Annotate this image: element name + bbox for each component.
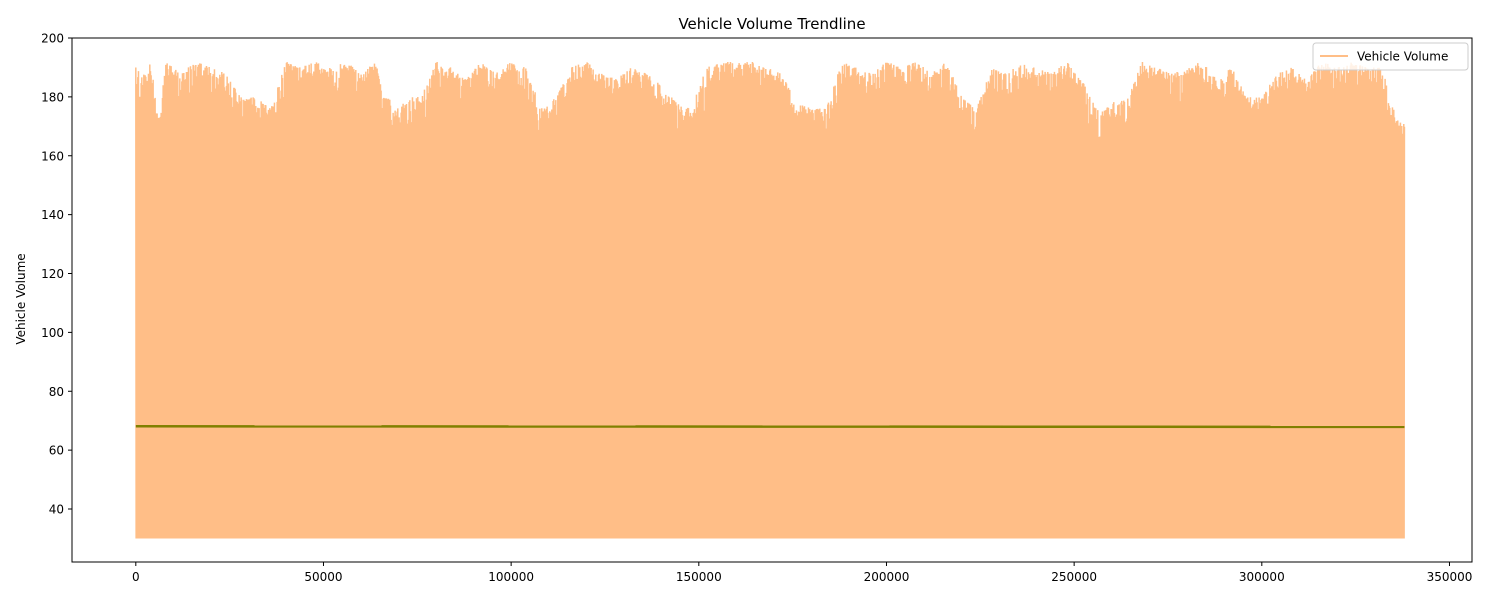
legend: Vehicle Volume [1312, 42, 1469, 71]
y-tick-label: 80 [49, 385, 64, 399]
y-tick-label: 200 [41, 32, 64, 46]
y-tick-label: 100 [41, 326, 64, 340]
x-tick-label: 250000 [1051, 570, 1097, 584]
plot-area [71, 37, 1473, 563]
x-tick-label: 300000 [1239, 570, 1285, 584]
y-axis-label: Vehicle Volume [14, 253, 28, 344]
legend-label-vehicle-volume: Vehicle Volume [1357, 50, 1448, 64]
y-tick-label: 40 [49, 503, 64, 517]
y-tick-label: 160 [41, 149, 64, 163]
chart-title: Vehicle Volume Trendline [678, 15, 865, 33]
series-line-trendline [135, 425, 1405, 429]
x-tick-label: 100000 [488, 570, 534, 584]
x-tick-label: 150000 [676, 570, 722, 584]
x-tick-label: 200000 [864, 570, 910, 584]
x-tick-label: 0 [132, 570, 140, 584]
y-axis: 40 60 80 100 120 140 160 180 200 [41, 32, 72, 517]
legend-box [1312, 42, 1469, 71]
x-axis: 0 50000 100000 150000 200000 250000 300000 3500… [132, 562, 1472, 584]
series-line-vehicle-volume [135, 61, 1406, 539]
y-tick-label: 60 [49, 444, 64, 458]
y-tick-label: 120 [41, 267, 64, 281]
x-tick-label: 350000 [1427, 570, 1473, 584]
x-tick-label: 50000 [304, 570, 342, 584]
y-tick-label: 140 [41, 208, 64, 222]
y-tick-label: 180 [41, 90, 64, 104]
